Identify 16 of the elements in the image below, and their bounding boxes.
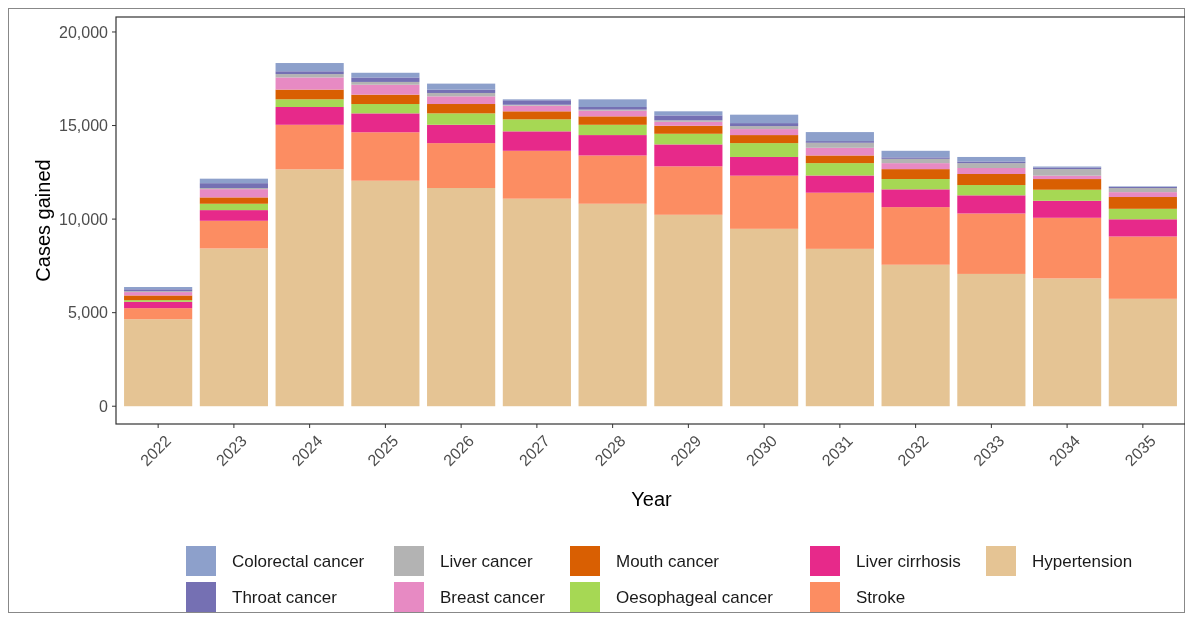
x-axis-title: Year — [631, 488, 673, 510]
legend-label: Liver cirrhosis — [856, 552, 961, 571]
legend-label: Throat cancer — [232, 588, 338, 607]
legend-label: Liver cancer — [440, 552, 533, 571]
y-tick-label: 15,000 — [59, 117, 109, 135]
y-tick-label: 10,000 — [59, 210, 109, 228]
legend-label: Stroke — [856, 588, 906, 607]
legend-label: Oesophageal cancer — [616, 588, 774, 607]
legend-label: Breast cancer — [440, 588, 546, 607]
y-axis-title: Cases gained — [32, 159, 54, 282]
y-tick-label: 0 — [99, 397, 109, 415]
legend-label: Colorectal cancer — [232, 552, 365, 571]
y-tick-label: 5,000 — [67, 304, 109, 322]
legend-label: Hypertension — [1032, 552, 1133, 571]
y-tick-label: 20,000 — [59, 23, 109, 41]
legend-label: Mouth cancer — [616, 552, 720, 571]
